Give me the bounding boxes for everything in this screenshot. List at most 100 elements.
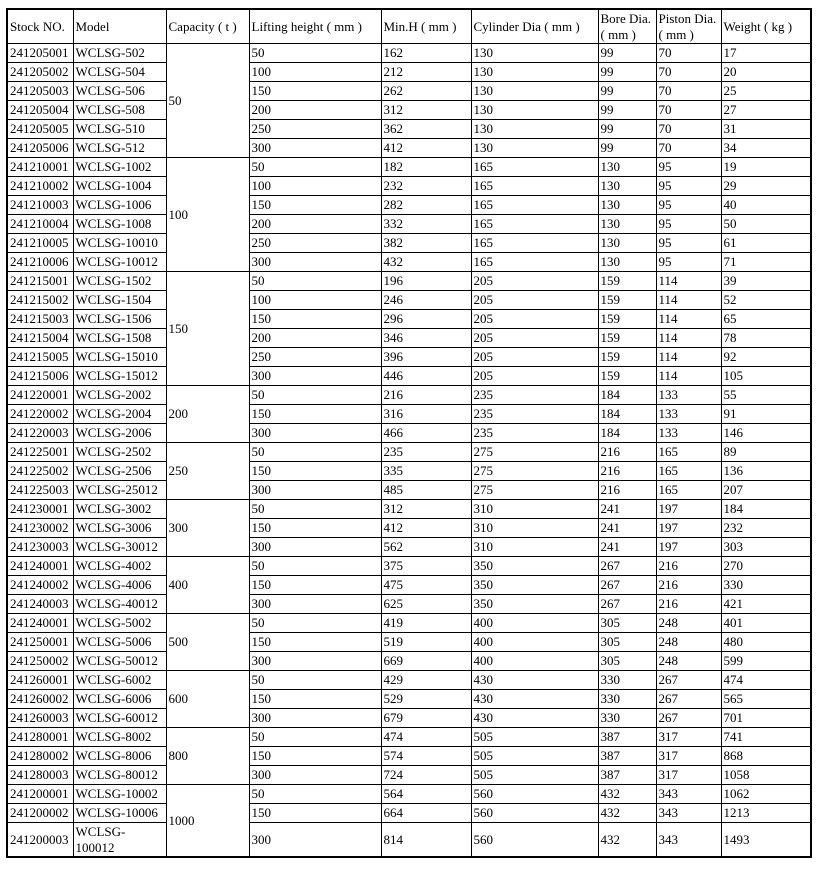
weight-cell: 474 xyxy=(720,670,812,691)
bore-dia-cell: 267 xyxy=(597,556,657,577)
cylinder-dia-cell: 165 xyxy=(470,214,599,235)
stock-no-cell: 241205002 xyxy=(6,62,74,83)
weight-cell: 19 xyxy=(720,157,812,178)
stock-no-cell: 241205001 xyxy=(6,43,74,64)
min-h-cell: 262 xyxy=(380,81,472,102)
weight-cell: 92 xyxy=(720,347,812,368)
stock-no-cell: 241210005 xyxy=(6,233,74,254)
lifting-height-cell: 50 xyxy=(248,670,382,691)
weight-cell: 91 xyxy=(720,404,812,425)
cylinder-dia-cell: 430 xyxy=(470,708,599,729)
table-row: 241210002 WCLSG-1004 100 232 165 130 95 29 xyxy=(6,176,812,197)
stock-no-cell: 241205003 xyxy=(6,81,74,102)
piston-dia-cell: 343 xyxy=(655,784,722,805)
stock-no-cell: 241225001 xyxy=(6,442,74,463)
table-row: 241260001 WCLSG-6002 600 50 429 430 330 267 474 xyxy=(6,670,812,729)
min-h-cell: 412 xyxy=(380,138,472,159)
lifting-height-cell: 50 xyxy=(248,613,382,634)
lifting-height-cell: 50 xyxy=(248,385,382,406)
cylinder-dia-cell: 275 xyxy=(470,442,599,463)
piston-dia-cell: 267 xyxy=(655,689,722,710)
min-h-cell: 474 xyxy=(380,727,472,748)
bore-dia-cell: 159 xyxy=(597,309,657,330)
stock-no-cell: 241215004 xyxy=(6,328,74,349)
bore-dia-cell: 159 xyxy=(597,290,657,311)
model-cell: WCLSG-3002 xyxy=(72,499,167,520)
weight-cell: 480 xyxy=(720,632,812,653)
cylinder-dia-cell: 275 xyxy=(470,480,599,501)
table-row: 241200003 WCLSG- 100012 300 814 560 432 343 149… xyxy=(6,822,812,858)
cylinder-dia-cell: 205 xyxy=(470,366,599,387)
bore-dia-cell: 330 xyxy=(597,708,657,729)
header-row: Stock NO. Model Capacity ( t ) Lifting h… xyxy=(6,8,812,45)
piston-dia-cell: 267 xyxy=(655,708,722,729)
column-header-stock-no: Stock NO. xyxy=(6,8,74,45)
model-cell: WCLSG-1004 xyxy=(72,176,167,197)
min-h-cell: 235 xyxy=(380,442,472,463)
bore-dia-cell: 305 xyxy=(597,651,657,672)
weight-cell: 39 xyxy=(720,271,812,292)
table-row: 241205002 WCLSG-504 100 212 130 99 70 20 xyxy=(6,62,812,83)
model-cell: WCLSG-2004 xyxy=(72,404,167,425)
capacity-cell: 400 xyxy=(165,556,250,615)
piston-dia-cell: 197 xyxy=(655,518,722,539)
lifting-height-cell: 50 xyxy=(248,784,382,805)
lifting-height-cell: 300 xyxy=(248,594,382,615)
bore-dia-cell: 432 xyxy=(597,803,657,824)
table-row: 241225001 WCLSG-2502 250 50 235 275 216 165 89 xyxy=(6,442,812,501)
weight-cell: 401 xyxy=(720,613,812,634)
stock-no-cell: 241215002 xyxy=(6,290,74,311)
bore-dia-cell: 330 xyxy=(597,670,657,691)
model-cell: WCLSG-2502 xyxy=(72,442,167,463)
stock-no-cell: 241230002 xyxy=(6,518,74,539)
piston-dia-cell: 216 xyxy=(655,594,722,615)
lifting-height-cell: 50 xyxy=(248,43,382,64)
cylinder-dia-cell: 205 xyxy=(470,290,599,311)
model-cell: WCLSG-512 xyxy=(72,138,167,159)
bore-dia-cell: 267 xyxy=(597,594,657,615)
min-h-cell: 574 xyxy=(380,746,472,767)
weight-cell: 1058 xyxy=(720,765,812,786)
min-h-cell: 312 xyxy=(380,499,472,520)
stock-no-cell: 241225002 xyxy=(6,461,74,482)
cylinder-dia-cell: 560 xyxy=(470,822,599,858)
min-h-cell: 446 xyxy=(380,366,472,387)
model-cell: WCLSG-1504 xyxy=(72,290,167,311)
table-row: 241210005 WCLSG-10010 250 382 165 130 95 61 xyxy=(6,233,812,254)
model-cell: WCLSG-4002 xyxy=(72,556,167,577)
cylinder-dia-cell: 400 xyxy=(470,613,599,634)
piston-dia-cell: 248 xyxy=(655,632,722,653)
capacity-cell: 600 xyxy=(165,670,250,729)
stock-no-cell: 241210003 xyxy=(6,195,74,216)
cylinder-dia-cell: 165 xyxy=(470,157,599,178)
piston-dia-cell: 317 xyxy=(655,765,722,786)
piston-dia-cell: 70 xyxy=(655,100,722,121)
piston-dia-cell: 95 xyxy=(655,252,722,273)
cylinder-dia-cell: 165 xyxy=(470,176,599,197)
model-cell: WCLSG-508 xyxy=(72,100,167,121)
model-cell: WCLSG-4006 xyxy=(72,575,167,596)
piston-dia-cell: 165 xyxy=(655,461,722,482)
model-cell: WCLSG-10002 xyxy=(72,784,167,805)
min-h-cell: 564 xyxy=(380,784,472,805)
lifting-height-cell: 300 xyxy=(248,252,382,273)
weight-cell: 50 xyxy=(720,214,812,235)
cylinder-dia-cell: 505 xyxy=(470,765,599,786)
cylinder-dia-cell: 130 xyxy=(470,81,599,102)
table-row: 241260002 WCLSG-6006 150 529 430 330 267 565 xyxy=(6,689,812,710)
model-cell: WCLSG-506 xyxy=(72,81,167,102)
min-h-cell: 212 xyxy=(380,62,472,83)
model-cell: WCLSG-6006 xyxy=(72,689,167,710)
bore-dia-cell: 432 xyxy=(597,822,657,858)
weight-cell: 303 xyxy=(720,537,812,558)
capacity-cell: 250 xyxy=(165,442,250,501)
cylinder-dia-cell: 235 xyxy=(470,423,599,444)
cylinder-dia-cell: 400 xyxy=(470,651,599,672)
piston-dia-cell: 248 xyxy=(655,613,722,634)
bore-dia-cell: 130 xyxy=(597,195,657,216)
bore-dia-cell: 241 xyxy=(597,518,657,539)
bore-dia-cell: 99 xyxy=(597,138,657,159)
min-h-cell: 282 xyxy=(380,195,472,216)
stock-no-cell: 241200002 xyxy=(6,803,74,824)
weight-cell: 65 xyxy=(720,309,812,330)
